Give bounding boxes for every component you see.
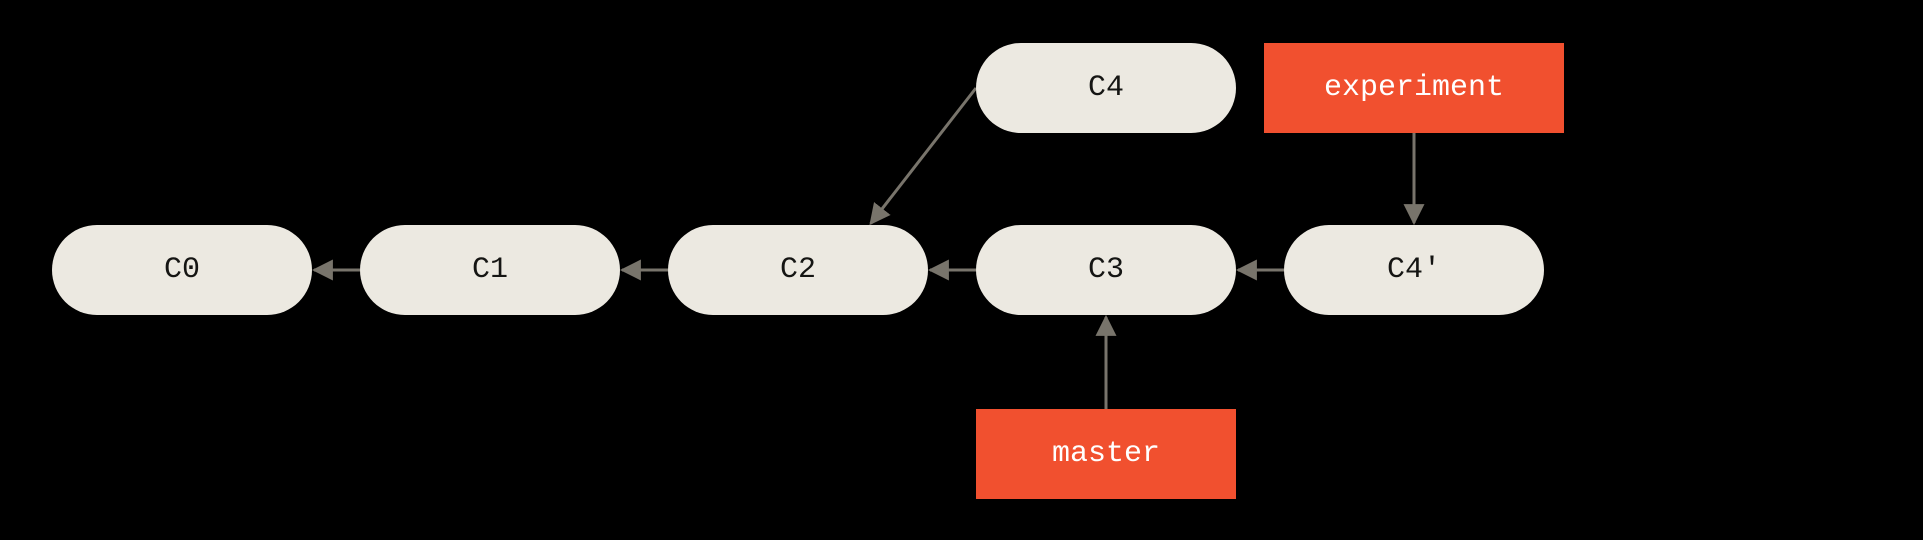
git-rebase-diagram: C0 C1 C2 C3 C4' C4 master experiment [0,0,1923,540]
branch-name: master [1052,437,1160,471]
branch-name: experiment [1324,71,1504,105]
commit-c4: C4 [976,43,1236,133]
commit-label: C4 [1088,71,1124,105]
commit-label: C4' [1387,253,1441,287]
commit-label: C1 [472,253,508,287]
branch-label-experiment: experiment [1264,43,1564,133]
commit-label: C0 [164,253,200,287]
commit-label: C3 [1088,253,1124,287]
commit-c3: C3 [976,225,1236,315]
branch-label-master: master [976,409,1236,499]
edge-c4-to-c2 [871,88,976,223]
commit-label: C2 [780,253,816,287]
commit-c0: C0 [52,225,312,315]
commit-c4p: C4' [1284,225,1544,315]
commit-c2: C2 [668,225,928,315]
commit-c1: C1 [360,225,620,315]
